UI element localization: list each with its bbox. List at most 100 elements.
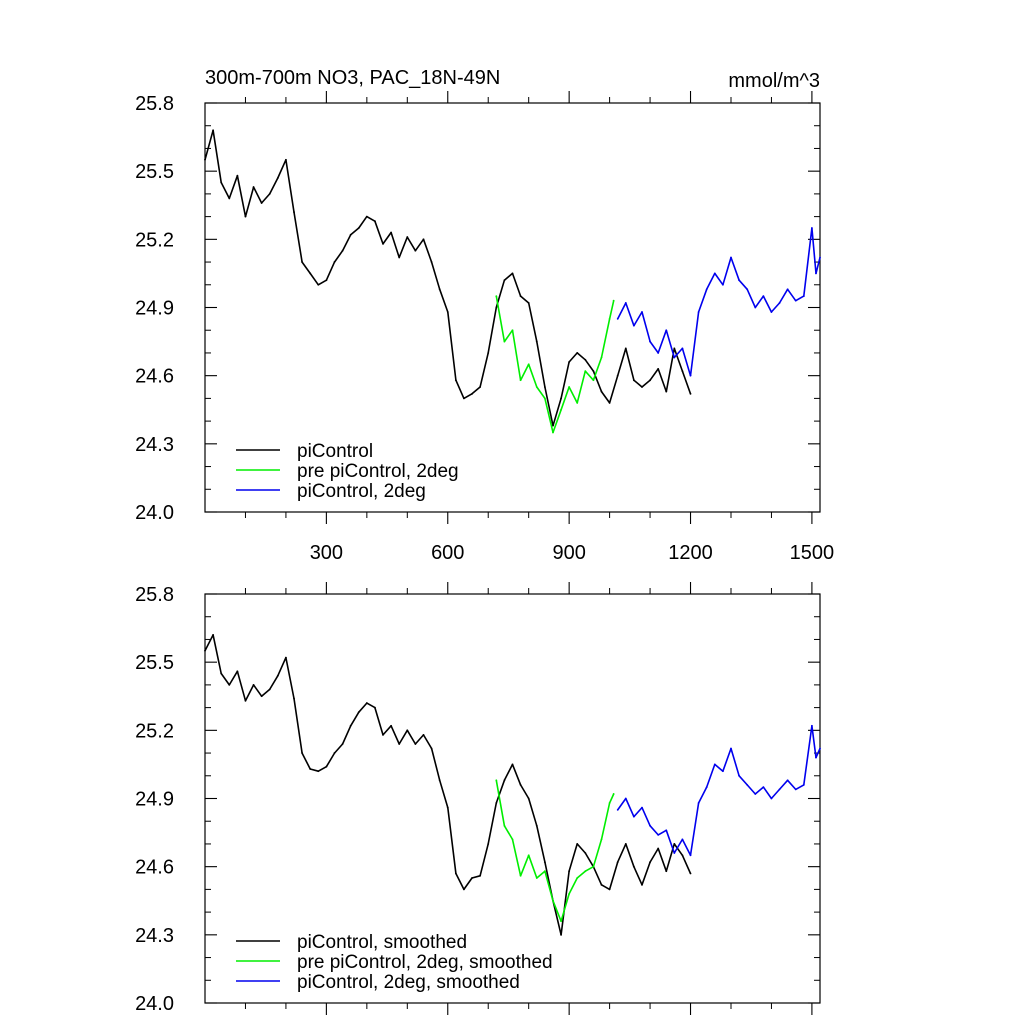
- legend-label: piControl, 2deg: [297, 481, 426, 502]
- data-point: [819, 747, 821, 750]
- data-point: [463, 888, 465, 891]
- data-point: [212, 129, 214, 132]
- data-point: [552, 431, 554, 434]
- data-point: [212, 634, 214, 636]
- data-point: [641, 883, 643, 886]
- data-point: [357, 711, 360, 714]
- data-point: [689, 392, 692, 395]
- data-point: [778, 788, 781, 791]
- data-point: [495, 802, 498, 804]
- data-point: [220, 181, 223, 184]
- y-tick-label: 24.9: [135, 298, 174, 320]
- data-point: [535, 877, 538, 879]
- data-point: [382, 733, 384, 736]
- data-point: [511, 838, 514, 841]
- data-point: [697, 802, 700, 804]
- data-point: [260, 695, 263, 698]
- data-point: [260, 202, 263, 204]
- data-point: [746, 783, 749, 786]
- data-point: [527, 363, 530, 366]
- data-point: [689, 854, 692, 857]
- data-point: [584, 370, 587, 373]
- x-tick-label: 900: [552, 542, 585, 564]
- data-point: [527, 797, 530, 800]
- y-tick-label: 25.2: [135, 229, 174, 251]
- data-point: [632, 379, 635, 382]
- data-point: [309, 768, 312, 770]
- data-point: [681, 347, 684, 350]
- data-point: [293, 211, 295, 213]
- series-line-1: [495, 295, 615, 434]
- data-point: [390, 724, 393, 727]
- data-point: [552, 424, 554, 427]
- data-point: [721, 283, 724, 286]
- data-point: [811, 227, 813, 229]
- data-point: [374, 706, 376, 709]
- data-point: [705, 288, 708, 291]
- data-point: [349, 724, 352, 727]
- data-point: [560, 408, 562, 411]
- data-point: [665, 329, 668, 332]
- data-point: [293, 697, 295, 700]
- data-point: [600, 883, 603, 886]
- data-point: [568, 870, 571, 873]
- data-point: [479, 386, 482, 388]
- data-point: [236, 174, 239, 177]
- data-point: [815, 756, 817, 759]
- y-tick-label: 24.9: [135, 789, 174, 811]
- data-point: [471, 392, 473, 395]
- data-point: [365, 702, 368, 704]
- data-point: [584, 852, 587, 854]
- data-point: [495, 295, 498, 298]
- data-point: [794, 788, 797, 791]
- data-point: [794, 299, 797, 302]
- data-point: [422, 733, 425, 736]
- bottom-panel: 24.0 24.3 24.6 24.9 25.2 25.5 25.8 piControl, s…: [135, 582, 821, 1015]
- data-point: [681, 854, 684, 857]
- data-point: [762, 786, 765, 789]
- data-point: [519, 874, 522, 877]
- data-point: [721, 770, 724, 773]
- y-tick-label: 25.8: [135, 584, 174, 606]
- data-point: [503, 279, 506, 282]
- data-point: [543, 870, 546, 873]
- data-point: [406, 729, 409, 732]
- data-point: [414, 249, 417, 252]
- data-point: [713, 763, 716, 766]
- data-point: [600, 838, 603, 841]
- data-point: [454, 872, 457, 875]
- data-point: [511, 763, 514, 766]
- data-point: [665, 829, 668, 832]
- data-point: [754, 793, 757, 795]
- data-point: [778, 302, 781, 304]
- y-tick-label: 25.2: [135, 720, 174, 742]
- data-point: [770, 311, 773, 313]
- data-point: [681, 370, 684, 373]
- y-tick-label: 24.6: [135, 857, 174, 879]
- data-point: [738, 774, 740, 777]
- data-point: [454, 379, 457, 382]
- x-tick-label: 1500: [790, 542, 835, 564]
- data-point: [309, 272, 312, 275]
- data-point: [438, 779, 441, 782]
- data-point: [786, 779, 789, 782]
- legend-label: piControl: [297, 441, 373, 462]
- data-point: [543, 397, 546, 400]
- data-point: [479, 874, 482, 877]
- y-tick-label: 25.5: [135, 161, 174, 183]
- data-point: [495, 306, 498, 309]
- data-point: [754, 306, 757, 309]
- data-point: [511, 329, 514, 332]
- data-point: [471, 877, 473, 879]
- data-point: [252, 683, 255, 686]
- series-line-0: [204, 129, 692, 427]
- data-point: [649, 379, 651, 382]
- y-tick-label: 24.0: [135, 502, 174, 524]
- data-point: [689, 374, 692, 377]
- legend-label: pre piControl, 2deg: [297, 461, 459, 482]
- data-point: [487, 843, 490, 845]
- x-tick-label: 600: [431, 542, 464, 564]
- data-point: [244, 699, 247, 702]
- data-point: [349, 233, 352, 236]
